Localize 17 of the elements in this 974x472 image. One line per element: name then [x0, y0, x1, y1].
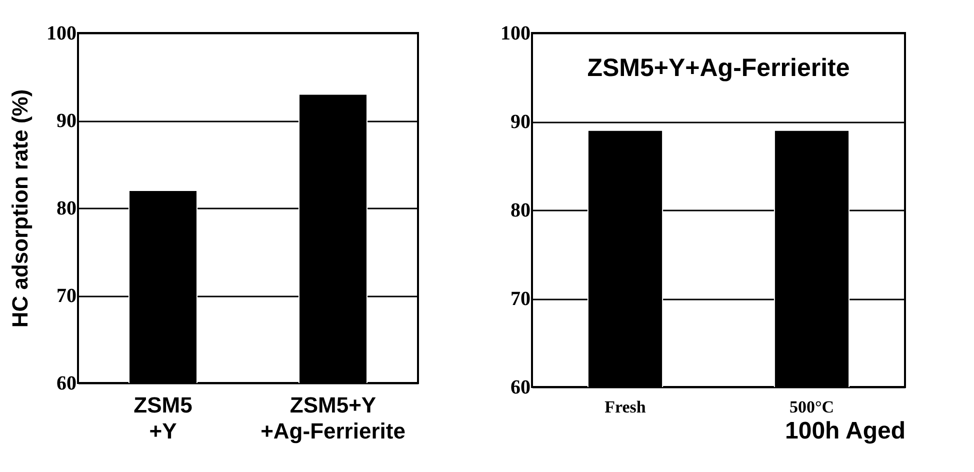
y-tick-label: 80 — [510, 200, 530, 222]
y-tick-label: 90 — [56, 110, 76, 132]
x-axis-title: 100h Aged — [785, 418, 906, 444]
x-tick-label: Fresh — [604, 398, 646, 416]
y-axis-title: HC adsorption rate (%) — [8, 89, 32, 328]
x-tick-label: ZSM5+Y +Ag-Ferrierite — [260, 392, 406, 444]
y-tick-label: 90 — [510, 111, 530, 133]
y-tick-label: 60 — [56, 372, 76, 394]
x-tick-label: 500°C — [789, 398, 834, 416]
y-tick-label: 70 — [510, 288, 530, 310]
y-tick-label: 100 — [500, 22, 530, 44]
y-tick-label: 60 — [510, 376, 530, 398]
y-tick-label: 80 — [56, 198, 76, 220]
y-tick-label: 70 — [56, 285, 76, 307]
text: ZSM5+Y+Ag-Ferrierite — [587, 54, 850, 82]
y-tick-label: 100 — [46, 22, 76, 44]
x-tick-label: ZSM5 +Y — [134, 392, 192, 444]
